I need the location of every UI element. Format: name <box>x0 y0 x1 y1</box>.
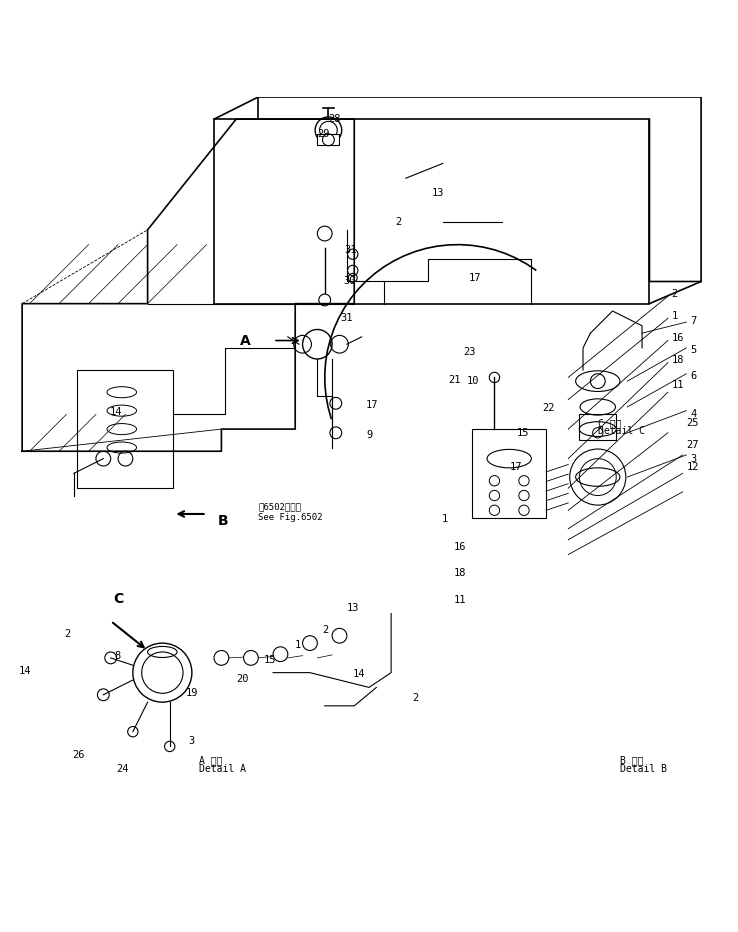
Text: 28: 28 <box>328 114 341 124</box>
Text: Detail B: Detail B <box>620 763 667 774</box>
Text: C: C <box>113 592 123 606</box>
Text: 14: 14 <box>109 407 122 418</box>
Bar <box>317 134 339 145</box>
Text: 2: 2 <box>672 289 677 299</box>
Text: 13: 13 <box>432 188 444 198</box>
Text: See Fig.6502: See Fig.6502 <box>258 514 323 522</box>
Text: 13: 13 <box>347 603 359 612</box>
Text: B: B <box>218 514 228 528</box>
Text: 4: 4 <box>690 409 696 419</box>
Text: 9: 9 <box>367 430 373 440</box>
Text: 14: 14 <box>18 666 31 676</box>
Bar <box>77 370 173 488</box>
Text: 18: 18 <box>672 355 684 365</box>
Text: 27: 27 <box>686 440 699 450</box>
Text: 7: 7 <box>690 316 696 325</box>
Text: Detail A: Detail A <box>199 763 246 774</box>
Text: 25: 25 <box>686 418 699 428</box>
Text: 26: 26 <box>72 750 85 761</box>
Text: A 詳細: A 詳細 <box>199 755 223 765</box>
Text: 2: 2 <box>64 629 70 639</box>
Text: 24: 24 <box>117 763 129 774</box>
Text: 17: 17 <box>469 273 481 282</box>
Text: 31: 31 <box>340 313 353 323</box>
Text: 20: 20 <box>236 674 249 683</box>
Text: 2: 2 <box>323 624 328 635</box>
Text: 30: 30 <box>343 276 356 286</box>
Text: 6: 6 <box>690 371 696 381</box>
Text: 2: 2 <box>412 693 418 704</box>
Text: 5: 5 <box>690 345 696 355</box>
Bar <box>579 415 616 440</box>
Text: 21: 21 <box>448 375 461 385</box>
Text: B 詳細: B 詳細 <box>620 755 644 765</box>
Text: 29: 29 <box>317 129 330 139</box>
Text: Detail C: Detail C <box>598 426 645 436</box>
Text: A: A <box>240 334 251 348</box>
Text: 1: 1 <box>672 311 677 322</box>
Text: 2: 2 <box>395 217 401 227</box>
Text: 8: 8 <box>114 651 120 662</box>
Text: 16: 16 <box>454 542 466 552</box>
Text: 22: 22 <box>542 404 555 414</box>
Text: 12: 12 <box>686 462 699 473</box>
Text: 15: 15 <box>517 428 529 438</box>
Text: 1: 1 <box>295 639 301 650</box>
Text: 17: 17 <box>509 462 522 473</box>
Text: 18: 18 <box>454 568 466 578</box>
Text: 3: 3 <box>188 735 194 746</box>
Text: 17: 17 <box>365 400 378 410</box>
Text: 11: 11 <box>672 380 684 390</box>
Bar <box>472 429 546 517</box>
Text: 31: 31 <box>344 245 356 254</box>
Text: 1: 1 <box>441 514 447 524</box>
Text: 11: 11 <box>454 596 466 605</box>
Text: 19: 19 <box>186 689 199 698</box>
Text: 23: 23 <box>463 347 476 357</box>
Text: 10: 10 <box>466 377 479 386</box>
Text: 第6502図参照: 第6502図参照 <box>258 502 301 511</box>
Text: 16: 16 <box>672 334 684 343</box>
Text: 15: 15 <box>264 655 277 665</box>
Text: 14: 14 <box>353 669 365 679</box>
Text: C 詳細: C 詳細 <box>598 418 621 428</box>
Text: 3: 3 <box>690 454 696 463</box>
